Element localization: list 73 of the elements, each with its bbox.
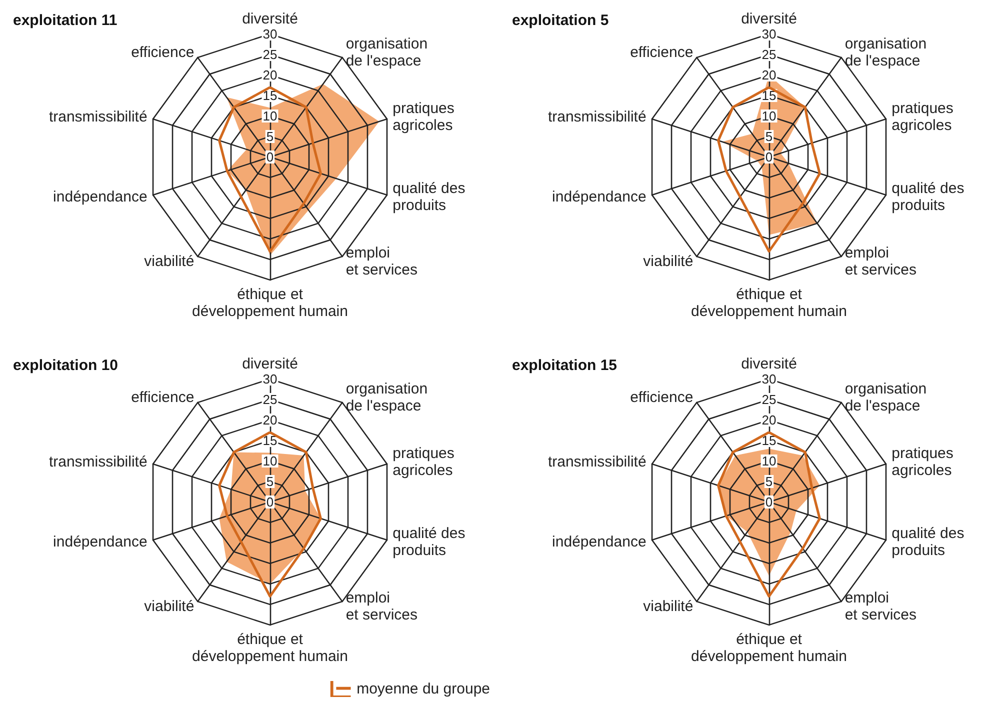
spoke-label: pratiques agricoles [392, 100, 454, 134]
spoke-label: emploi et services [346, 244, 418, 278]
y-tick-label: 15 [262, 433, 278, 448]
y-tick-label: 0 [765, 150, 773, 164]
y-tick-label: 0 [765, 494, 773, 510]
spoke-label: emploi et services [844, 589, 917, 624]
y-tick-label: 25 [262, 47, 278, 62]
spoke-label: transmissibilité [48, 454, 148, 471]
spoke-label: éthique et développement humain [192, 286, 348, 320]
spoke-label: indépendance [552, 188, 646, 206]
spoke-label: efficience [630, 389, 694, 406]
spoke-label: viabilité [144, 598, 194, 615]
spoke-label: diversité [242, 10, 298, 28]
spoke-label: éthique et développement humain [192, 631, 348, 665]
y-tick-label: 20 [262, 68, 278, 82]
spoke-label: organisation de l'espace [844, 36, 927, 70]
chart-title: exploitation 5 [512, 12, 609, 29]
legend-label: moyenne du groupe [356, 680, 490, 698]
spoke-label: emploi et services [844, 244, 917, 278]
y-tick-label: 10 [262, 108, 278, 124]
spoke-label: éthique et développement humain [691, 631, 847, 665]
y-tick-label: 20 [762, 412, 776, 428]
y-tick-label: 20 [262, 412, 278, 428]
y-tick-label: 5 [266, 129, 274, 144]
spoke-label: emploi et services [346, 589, 418, 624]
y-tick-label: 15 [762, 433, 776, 448]
chart-title: exploitation 11 [13, 12, 118, 29]
spoke-label: transmissibilité [548, 454, 646, 471]
y-tick-label: 30 [762, 26, 776, 42]
chart-title: exploitation 15 [512, 357, 618, 374]
y-tick-label: 0 [266, 494, 274, 510]
y-tick-label: 30 [762, 372, 776, 386]
spoke-label: pratiques agricoles [892, 100, 954, 134]
spoke-label: organisation de l'espace [346, 380, 428, 415]
y-tick-label: 10 [762, 454, 776, 468]
spoke-label: transmissibilité [48, 108, 148, 126]
spoke-label: organisation de l'espace [346, 36, 428, 70]
spoke-label: qualité des produits [892, 524, 964, 559]
spoke-label: pratiques agricoles [892, 445, 954, 480]
y-tick-label: 5 [765, 129, 773, 144]
spoke-label: organisation de l'espace [844, 380, 927, 415]
spoke-label: éthique et développement humain [691, 286, 847, 320]
spoke-label: viabilité [643, 252, 694, 270]
spoke-label: viabilité [144, 252, 194, 270]
spoke-label: diversité [741, 356, 797, 373]
spoke-label: qualité des produits [392, 524, 466, 559]
spoke-label: efficience [131, 44, 194, 62]
y-tick-label: 25 [262, 392, 278, 407]
spoke-label: transmissibilité [548, 108, 646, 126]
y-tick-label: 30 [262, 26, 278, 42]
y-tick-label: 15 [262, 88, 278, 103]
spoke-label: efficience [630, 44, 694, 62]
y-tick-label: 5 [266, 474, 274, 489]
spoke-label: qualité des produits [392, 180, 466, 214]
spoke-label: diversité [242, 356, 298, 373]
spoke-label: qualité des produits [892, 180, 964, 214]
y-tick-label: 15 [762, 88, 776, 103]
y-tick-label: 25 [762, 47, 776, 62]
spoke-label: diversité [741, 10, 797, 28]
y-tick-label: 25 [762, 392, 776, 407]
spoke-label: efficience [131, 389, 194, 406]
spoke-label: pratiques agricoles [392, 445, 454, 480]
y-tick-label: 10 [262, 454, 278, 468]
spoke-label: viabilité [643, 598, 694, 615]
spoke-label: indépendance [53, 188, 148, 206]
y-tick-label: 5 [765, 474, 773, 489]
chart-title: exploitation 10 [13, 357, 118, 374]
y-tick-label: 10 [762, 108, 776, 124]
spoke-label: indépendance [53, 533, 148, 550]
y-tick-label: 0 [266, 150, 274, 164]
y-tick-label: 30 [262, 372, 278, 386]
spoke-label: indépendance [552, 533, 646, 550]
y-tick-label: 20 [762, 68, 776, 82]
